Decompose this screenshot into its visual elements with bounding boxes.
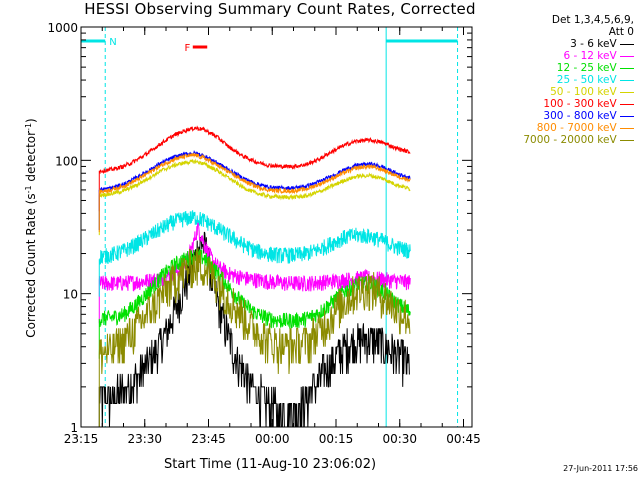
legend-entry-1: 6 - 12 keV — [494, 50, 634, 62]
legend-label: 3 - 6 keV — [570, 38, 620, 50]
legend-swatch — [620, 103, 634, 105]
legend-label: 12 - 25 keV — [556, 62, 620, 74]
series-line-7 — [98, 152, 411, 233]
legend-entry-3: 25 - 50 keV — [494, 74, 634, 86]
legend-label: 300 - 800 keV — [543, 110, 620, 122]
legend-entry-7: 800 - 7000 keV — [494, 122, 634, 134]
legend: Det 1,3,4,5,6,9, Att 0 3 - 6 keV 6 - 12 … — [494, 14, 634, 146]
legend-swatch — [620, 67, 634, 69]
date-stamp: 27-Jun-2011 17:56 — [563, 464, 638, 473]
x-tick-label-6: 00:45 — [446, 432, 481, 446]
series-line-1 — [98, 221, 411, 324]
legend-entry-6: 300 - 800 keV — [494, 110, 634, 122]
legend-swatch — [620, 127, 634, 129]
legend-label: 25 - 50 keV — [556, 74, 620, 86]
legend-label: 50 - 100 keV — [550, 86, 620, 98]
x-tick-label-0: 23:15 — [64, 432, 99, 446]
x-tick-label-5: 00:30 — [382, 432, 417, 446]
series-line-3 — [98, 210, 411, 297]
series-line-0 — [98, 231, 410, 428]
x-tick-label-4: 00:15 — [319, 432, 354, 446]
annotation-label-f: F — [185, 43, 191, 54]
x-tick-label-2: 23:45 — [191, 432, 226, 446]
y-axis-label: Corrected Count Rate (s-1 detector-1) — [24, 118, 38, 337]
y-tick-label-3: 1000 — [47, 21, 78, 35]
legend-label: 100 - 300 keV — [543, 98, 620, 110]
legend-entry-2: 12 - 25 keV — [494, 62, 634, 74]
legend-swatch — [620, 91, 634, 93]
x-axis-label: Start Time (11-Aug-10 23:06:02) — [164, 457, 376, 472]
legend-label: 7000 - 20000 keV — [523, 134, 620, 146]
legend-entry-4: 50 - 100 keV — [494, 86, 634, 98]
y-tick-label-0: 1 — [70, 421, 78, 435]
legend-swatch — [620, 79, 634, 81]
x-tick-label-1: 23:30 — [127, 432, 162, 446]
x-tick-label-3: 00:00 — [255, 432, 290, 446]
y-tick-label-2: 100 — [55, 154, 78, 168]
plot-frame — [80, 26, 473, 428]
axes: 23:15 23:30 23:45 00:00 00:15 00:30 00:45 1 10 10… — [47, 21, 480, 446]
legend-swatch — [620, 43, 634, 45]
legend-header-attenuator: Att 0 — [608, 26, 634, 38]
legend-swatch — [620, 55, 634, 57]
series-line-4 — [98, 158, 411, 236]
legend-label: 800 - 7000 keV — [536, 122, 620, 134]
annotation-label-n: N — [109, 37, 116, 48]
series-line-8 — [98, 247, 411, 427]
chart-title: HESSI Observing Summary Count Rates, Cor… — [84, 0, 476, 18]
legend-entry-0: 3 - 6 keV — [494, 38, 634, 50]
legend-items: 3 - 6 keV 6 - 12 keV 12 - 25 keV 25 - 50… — [494, 38, 634, 146]
legend-entry-5: 100 - 300 keV — [494, 98, 634, 110]
legend-swatch — [620, 115, 634, 117]
y-tick-label-1: 10 — [63, 288, 78, 302]
legend-swatch — [620, 139, 634, 141]
plot-area: NF — [81, 27, 459, 428]
legend-header-detectors: Det 1,3,4,5,6,9, — [551, 14, 634, 26]
legend-entry-8: 7000 - 20000 keV — [494, 134, 634, 146]
series-line-5 — [98, 125, 411, 212]
legend-label: 6 - 12 keV — [563, 50, 620, 62]
